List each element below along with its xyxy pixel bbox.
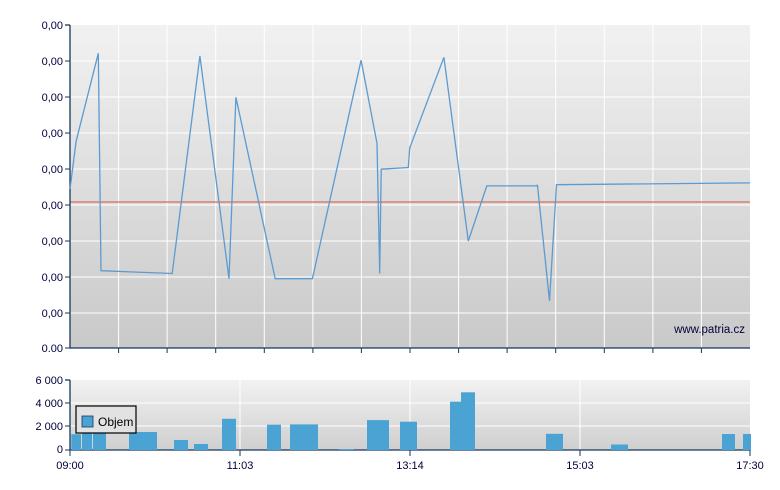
svg-text:0.00: 0.00 (42, 343, 63, 355)
svg-text:4 000: 4 000 (35, 398, 63, 410)
svg-text:6 000: 6 000 (35, 375, 63, 387)
svg-text:0,00: 0,00 (42, 56, 63, 68)
svg-text:0,00: 0,00 (42, 236, 63, 248)
svg-text:0,00: 0,00 (42, 164, 63, 176)
svg-text:www.patria.cz: www.patria.cz (673, 324, 745, 336)
svg-text:0,00: 0,00 (42, 272, 63, 284)
svg-text:0,00: 0,00 (42, 92, 63, 104)
svg-text:0: 0 (57, 444, 63, 456)
svg-text:0,00: 0,00 (42, 308, 63, 320)
svg-text:13:14: 13:14 (396, 460, 424, 472)
svg-text:09:00: 09:00 (56, 460, 84, 472)
svg-text:0,00: 0,00 (42, 20, 63, 32)
svg-text:15:03: 15:03 (566, 460, 594, 472)
svg-text:17:30: 17:30 (736, 460, 764, 472)
svg-text:2 000: 2 000 (35, 421, 63, 433)
svg-text:11:03: 11:03 (227, 460, 254, 472)
svg-text:Objem: Objem (98, 415, 133, 429)
svg-text:0,00: 0,00 (42, 128, 63, 140)
svg-text:0,00: 0,00 (42, 200, 63, 212)
